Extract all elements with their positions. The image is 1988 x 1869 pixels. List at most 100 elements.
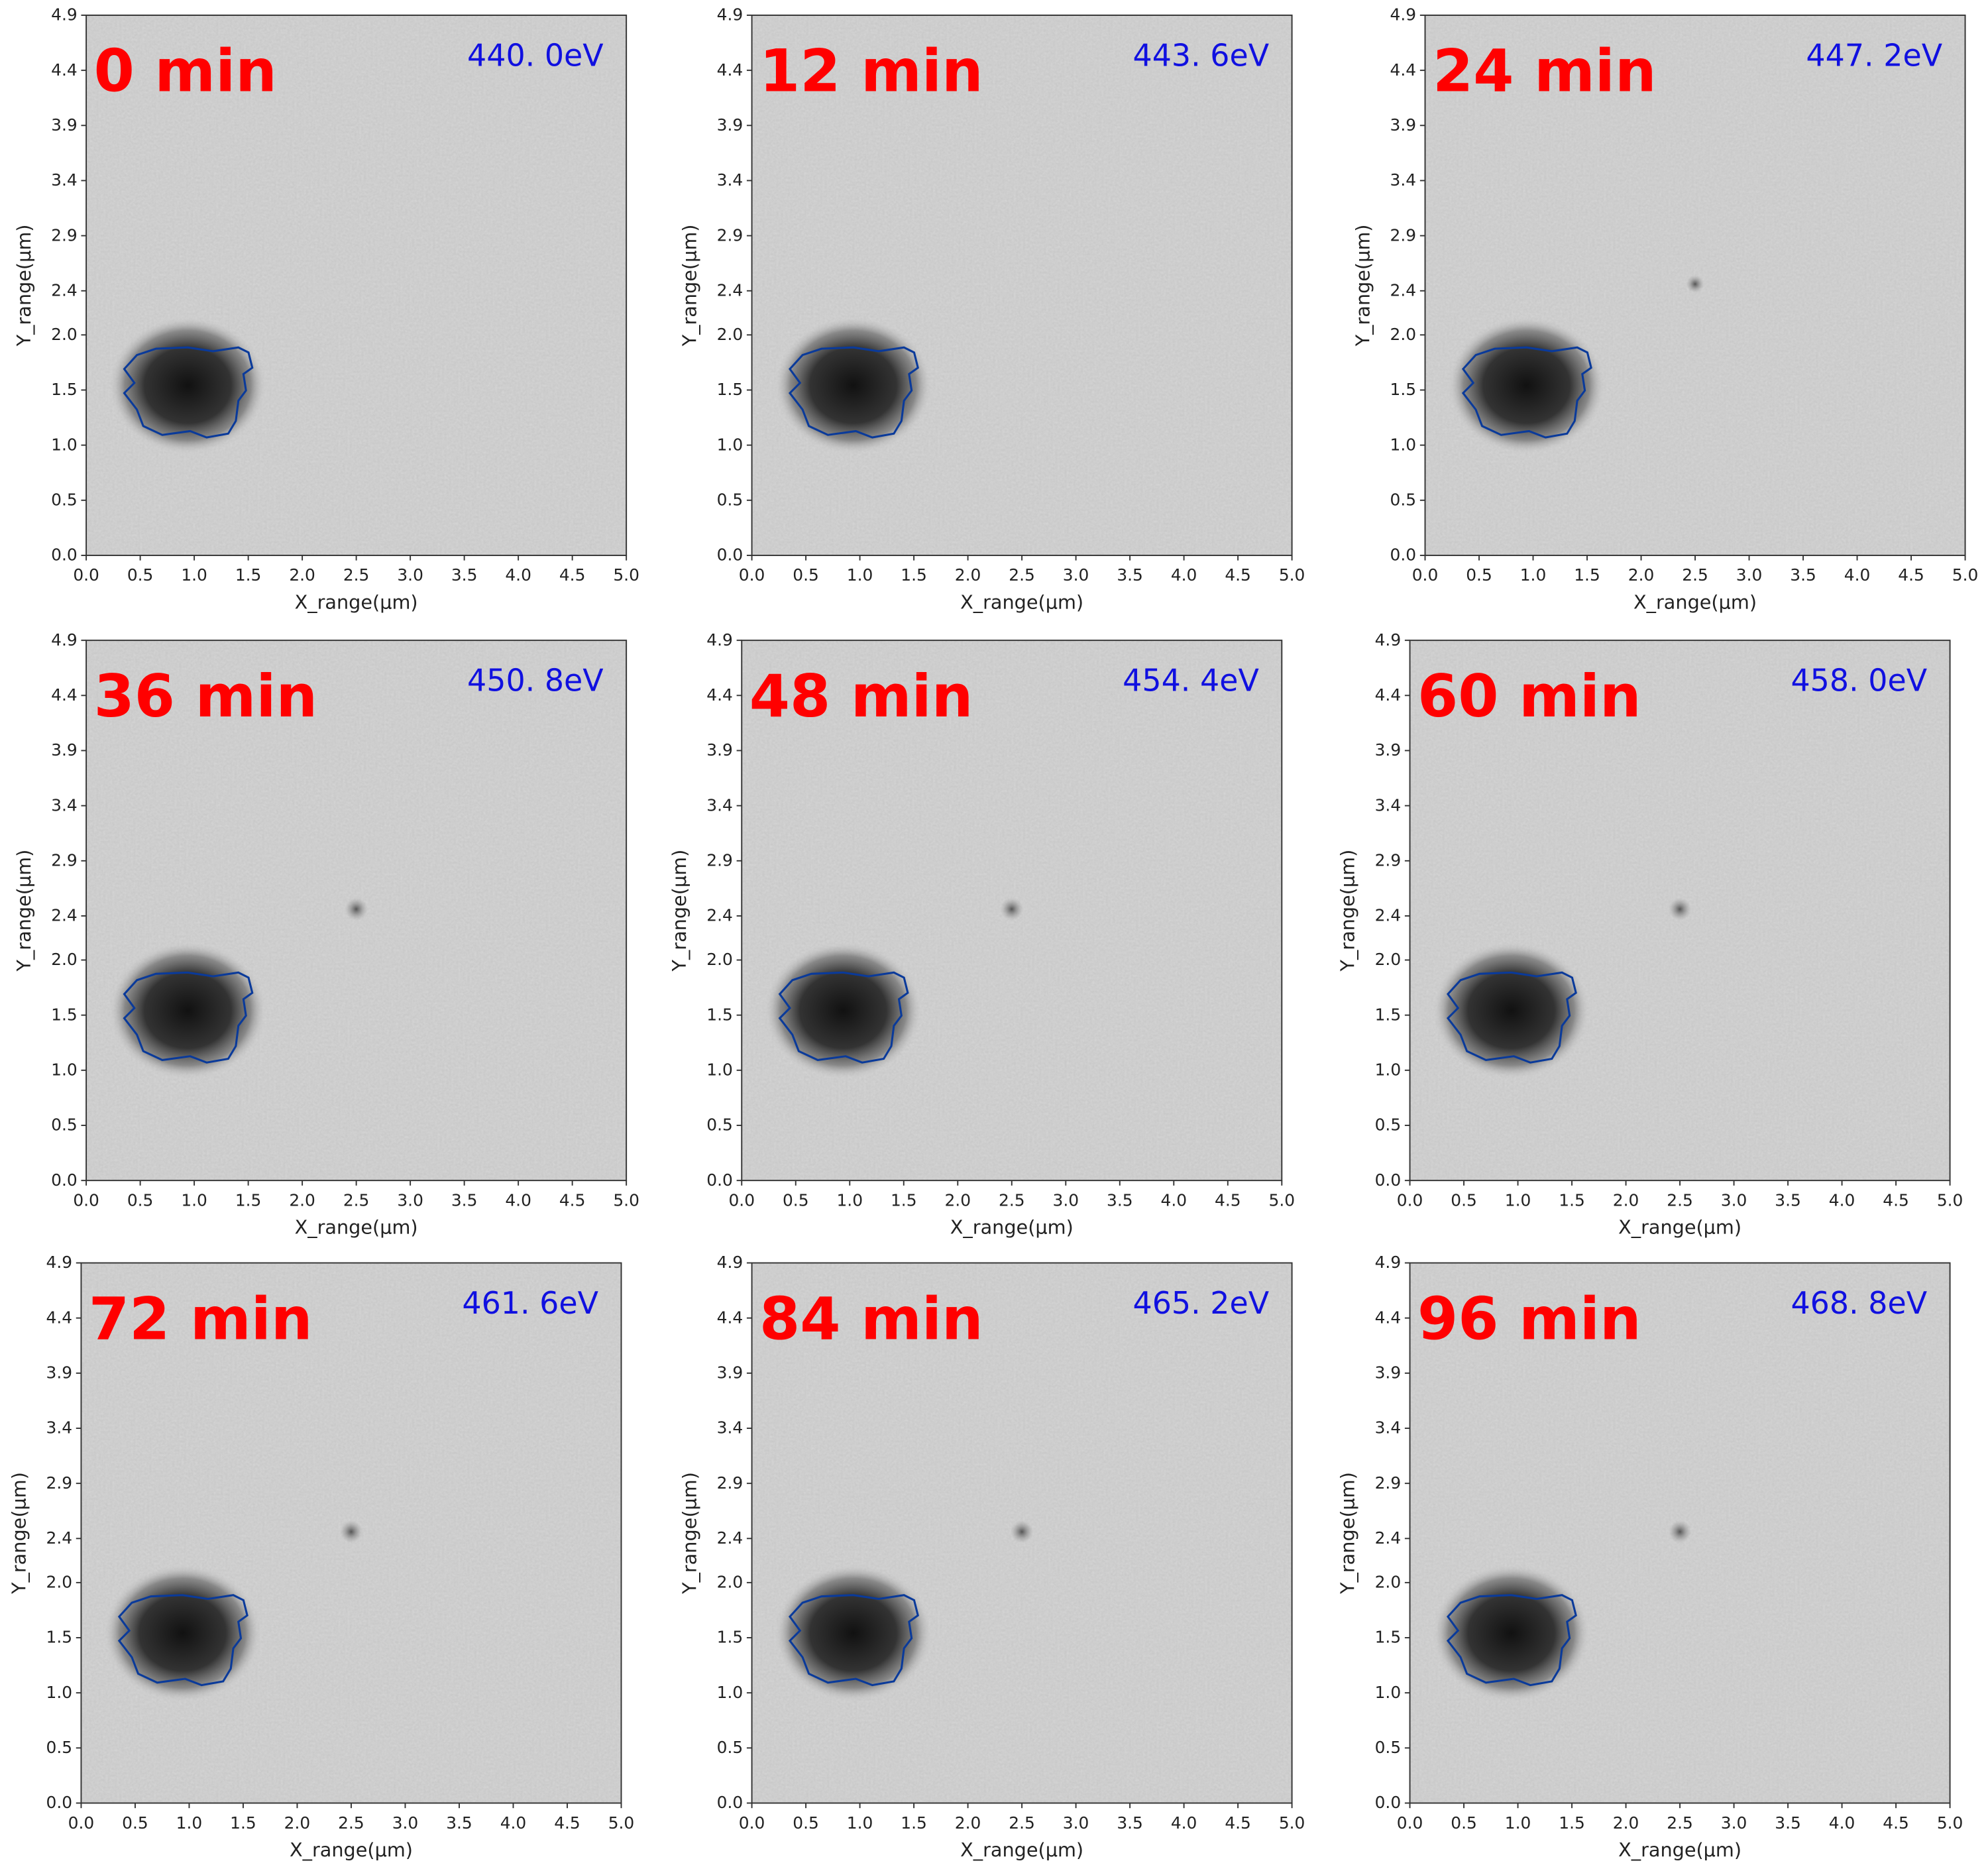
y-tick-label: 2.9 <box>1390 225 1417 245</box>
x-axis-label: X_range(μm) <box>1618 1839 1741 1861</box>
y-tick-label: 0.0 <box>1390 545 1417 565</box>
y-tick-label: 0.5 <box>717 1738 744 1757</box>
x-tick-label: 1.5 <box>235 565 262 585</box>
x-tick-label: 2.5 <box>1009 565 1035 585</box>
y-tick-label: 4.4 <box>717 1308 744 1327</box>
y-tick-label: 1.5 <box>706 1005 733 1024</box>
x-tick-label: 4.0 <box>1829 1813 1855 1833</box>
y-axis-label: Y_range(μm) <box>668 850 690 972</box>
y-tick-label: 3.4 <box>1390 170 1417 190</box>
x-tick-label: 1.0 <box>847 565 873 585</box>
x-tick-label: 4.5 <box>554 1813 580 1833</box>
x-tick-label: 3.0 <box>1721 1813 1747 1833</box>
x-tick-label: 2.0 <box>284 1813 311 1833</box>
y-axis-label: Y_range(μm) <box>678 225 700 347</box>
y-tick-label: 0.5 <box>1375 1115 1402 1135</box>
x-tick-label: 3.0 <box>1736 565 1763 585</box>
y-tick-label: 2.9 <box>51 850 78 870</box>
y-tick-label: 0.0 <box>1375 1170 1402 1190</box>
x-tick-label: 1.0 <box>1505 1813 1531 1833</box>
x-tick-label: 0.0 <box>1397 1813 1423 1833</box>
x-tick-label: 2.0 <box>955 1813 981 1833</box>
y-tick-label: 4.4 <box>706 685 733 705</box>
y-tick-label: 2.9 <box>706 850 733 870</box>
y-tick-label: 2.4 <box>51 906 78 925</box>
x-tick-label: 3.5 <box>1775 1190 1801 1210</box>
y-tick-label: 1.0 <box>46 1683 73 1702</box>
y-tick-label: 2.0 <box>717 1573 744 1592</box>
x-tick-label: 2.5 <box>338 1813 364 1833</box>
y-tick-label: 4.9 <box>717 5 744 25</box>
small-spot <box>1686 275 1704 293</box>
x-tick-label: 4.5 <box>1883 1813 1909 1833</box>
y-tick-label: 0.0 <box>706 1170 733 1190</box>
x-tick-label: 1.0 <box>1520 565 1547 585</box>
energy-label: 465. 2eV <box>1133 1285 1270 1321</box>
x-tick-label: 0.0 <box>728 1190 755 1210</box>
x-tick-label: 0.0 <box>1397 1190 1423 1210</box>
particle-contour <box>778 971 909 1064</box>
y-tick-label: 1.0 <box>706 1060 733 1079</box>
x-tick-label: 0.5 <box>793 565 819 585</box>
particle-contour <box>788 346 919 439</box>
x-tick-label: 1.5 <box>1559 1813 1585 1833</box>
x-tick-label: 5.0 <box>1937 1813 1963 1833</box>
y-tick-label: 4.9 <box>1390 5 1417 25</box>
y-tick-label: 4.9 <box>717 1253 744 1272</box>
x-tick-label: 4.5 <box>1215 1190 1241 1210</box>
image-noise <box>751 15 1292 555</box>
small-spot <box>1668 1520 1692 1544</box>
y-tick-label: 2.9 <box>1375 850 1402 870</box>
y-tick-label: 1.5 <box>51 380 78 399</box>
x-tick-label: 0.5 <box>122 1813 148 1833</box>
panel: 0.0 0.5 1.0 1.5 2.0 2.5 3.0 3.5 4.0 4.5 5.0 0.0 0.5 1… <box>1351 5 1978 614</box>
x-tick-label: 5.0 <box>1937 1190 1963 1210</box>
x-tick-label: 1.5 <box>235 1190 262 1210</box>
y-tick-label: 2.0 <box>1375 1573 1402 1592</box>
y-tick-label: 1.5 <box>717 1628 744 1647</box>
x-tick-label: 2.0 <box>1613 1190 1639 1210</box>
panel: 0.0 0.5 1.0 1.5 2.0 2.5 3.0 3.5 4.0 4.5 5.0 0.0 0.5 1… <box>13 630 639 1239</box>
y-tick-label: 4.4 <box>51 685 78 705</box>
x-tick-label: 4.5 <box>559 1190 586 1210</box>
y-tick-label: 2.4 <box>717 280 744 300</box>
x-tick-label: 4.0 <box>505 565 531 585</box>
x-tick-label: 3.0 <box>392 1813 419 1833</box>
small-spot <box>345 897 368 921</box>
y-tick-label: 0.5 <box>717 490 744 509</box>
x-tick-label: 0.5 <box>1451 1813 1477 1833</box>
particle-contour <box>788 1594 919 1687</box>
x-tick-label: 2.0 <box>1628 565 1655 585</box>
x-tick-label: 3.0 <box>397 565 423 585</box>
time-label: 48 min <box>749 662 973 730</box>
x-tick-label: 4.0 <box>505 1190 531 1210</box>
particle-contour <box>1446 971 1577 1064</box>
panel: 0.0 0.5 1.0 1.5 2.0 2.5 3.0 3.5 4.0 4.5 5.0 0.0 0.5 1… <box>678 5 1305 614</box>
x-tick-label: 0.0 <box>739 1813 765 1833</box>
y-tick-label: 3.4 <box>717 170 744 190</box>
y-tick-label: 2.4 <box>1390 280 1417 300</box>
y-tick-label: 0.5 <box>46 1738 73 1757</box>
x-tick-label: 2.5 <box>1667 1813 1693 1833</box>
particle-contour <box>123 346 254 439</box>
y-tick-label: 1.5 <box>1390 380 1417 399</box>
x-tick-label: 2.0 <box>945 1190 971 1210</box>
x-axis-label: X_range(μm) <box>295 1216 418 1239</box>
x-tick-label: 4.0 <box>1844 565 1871 585</box>
y-tick-label: 0.5 <box>51 1115 78 1135</box>
x-tick-label: 4.5 <box>1225 565 1251 585</box>
y-tick-label: 1.0 <box>51 435 78 454</box>
y-tick-label: 2.9 <box>1375 1473 1402 1493</box>
y-tick-label: 2.0 <box>706 950 733 969</box>
y-tick-label: 2.9 <box>51 225 78 245</box>
y-tick-label: 0.0 <box>1375 1793 1402 1812</box>
x-tick-label: 0.5 <box>1466 565 1492 585</box>
x-axis-label: X_range(μm) <box>290 1839 413 1861</box>
y-tick-label: 3.9 <box>1375 1363 1402 1382</box>
y-tick-label: 4.4 <box>717 60 744 80</box>
y-tick-label: 3.9 <box>706 740 733 760</box>
panel: 0.0 0.5 1.0 1.5 2.0 2.5 3.0 3.5 4.0 4.5 5.0 0.0 0.5 1… <box>678 1253 1305 1861</box>
y-tick-label: 2.0 <box>1390 325 1417 344</box>
y-tick-label: 2.9 <box>46 1473 73 1493</box>
